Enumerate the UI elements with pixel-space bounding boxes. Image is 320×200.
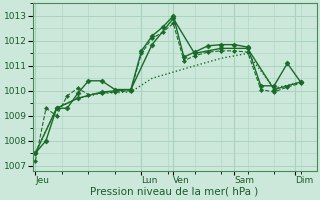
X-axis label: Pression niveau de la mer( hPa ): Pression niveau de la mer( hPa ) xyxy=(91,187,259,197)
